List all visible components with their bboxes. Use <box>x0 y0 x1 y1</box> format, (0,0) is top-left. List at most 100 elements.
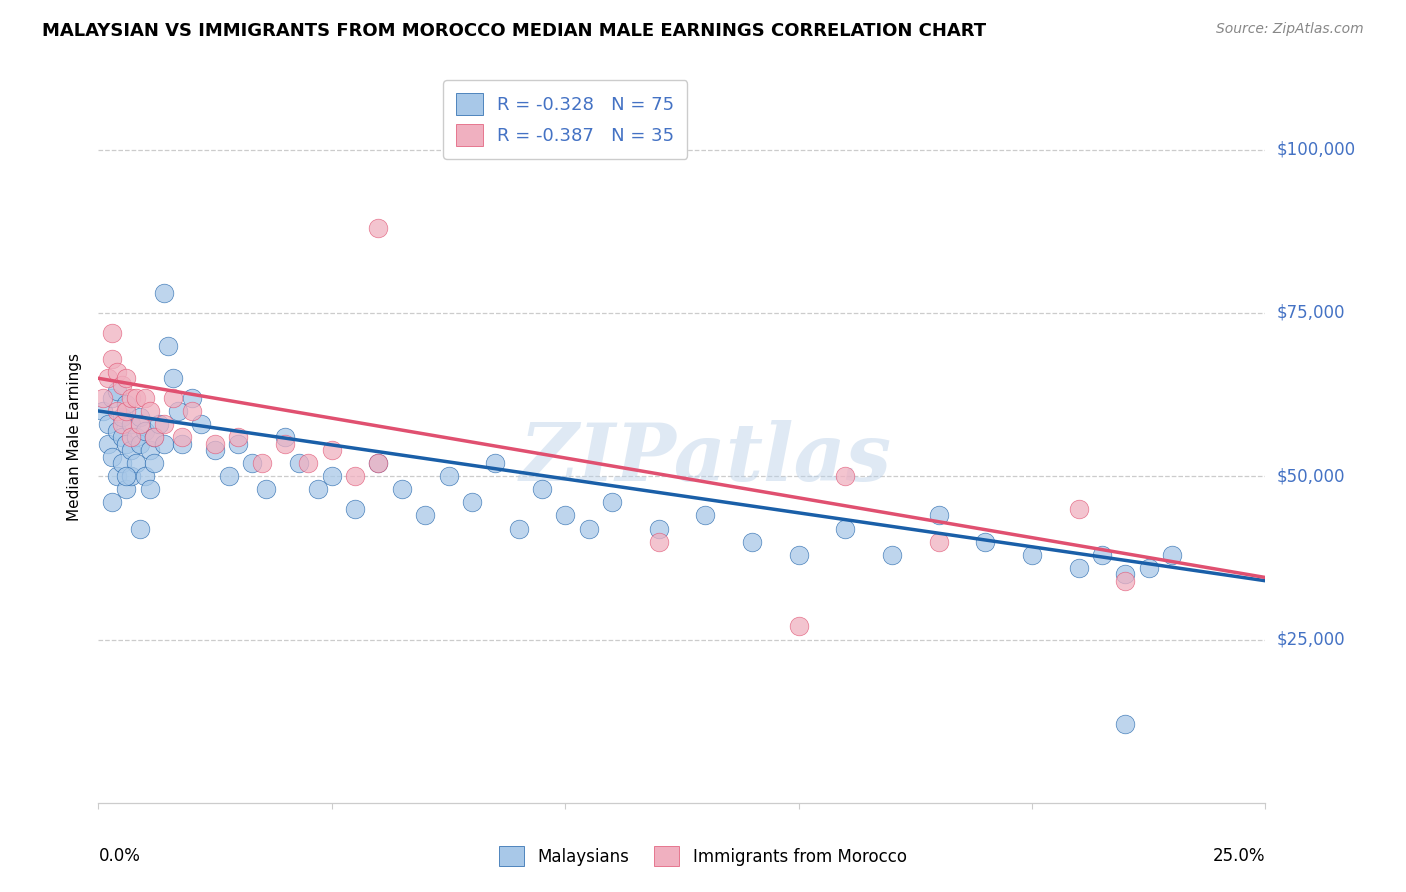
Point <box>91 391 114 405</box>
Point <box>1091 548 1114 562</box>
Point <box>101 326 124 340</box>
Point <box>91 404 114 418</box>
Point <box>97 371 120 385</box>
Text: 25.0%: 25.0% <box>1213 847 1265 864</box>
Point <box>695 508 717 523</box>
Point <box>242 456 264 470</box>
Point <box>111 377 134 392</box>
Point <box>111 410 134 425</box>
Point <box>834 521 856 535</box>
Point <box>787 619 810 633</box>
Point <box>101 450 124 464</box>
Point <box>129 417 152 431</box>
Point <box>97 436 120 450</box>
Point <box>321 469 343 483</box>
Point <box>274 436 297 450</box>
Text: MALAYSIAN VS IMMIGRANTS FROM MOROCCO MEDIAN MALE EARNINGS CORRELATION CHART: MALAYSIAN VS IMMIGRANTS FROM MOROCCO MED… <box>42 22 986 40</box>
Point <box>554 508 576 523</box>
Point <box>105 365 128 379</box>
Point <box>172 430 194 444</box>
Point <box>321 443 343 458</box>
Legend: R = -0.328   N = 75, R = -0.387   N = 35: R = -0.328 N = 75, R = -0.387 N = 35 <box>443 80 688 159</box>
Point <box>125 456 148 470</box>
Point <box>1067 502 1090 516</box>
Point <box>256 483 278 497</box>
Point <box>115 483 138 497</box>
Point <box>437 469 460 483</box>
Legend: Malaysians, Immigrants from Morocco: Malaysians, Immigrants from Morocco <box>491 838 915 875</box>
Point <box>190 417 212 431</box>
Point <box>274 430 297 444</box>
Point <box>250 456 273 470</box>
Point <box>129 410 152 425</box>
Point <box>391 483 413 497</box>
Point <box>115 371 138 385</box>
Point <box>105 424 128 438</box>
Point <box>787 548 810 562</box>
Point <box>367 456 389 470</box>
Point <box>1137 560 1160 574</box>
Point <box>166 404 188 418</box>
Text: $75,000: $75,000 <box>1277 304 1346 322</box>
Point <box>120 417 142 431</box>
Point <box>111 456 134 470</box>
Point <box>367 456 389 470</box>
Point <box>115 436 138 450</box>
Point <box>180 404 202 418</box>
Point <box>162 371 184 385</box>
Point <box>228 430 250 444</box>
Point <box>508 521 530 535</box>
Point <box>115 397 138 411</box>
Point <box>134 424 156 438</box>
Point <box>1114 717 1136 731</box>
Point <box>115 404 138 418</box>
Point <box>101 495 124 509</box>
Point <box>134 469 156 483</box>
Point <box>484 456 506 470</box>
Point <box>143 456 166 470</box>
Point <box>307 483 329 497</box>
Point <box>152 417 174 431</box>
Point <box>928 534 950 549</box>
Point <box>120 469 142 483</box>
Point <box>111 430 134 444</box>
Point <box>204 436 226 450</box>
Point <box>1114 567 1136 582</box>
Point <box>1021 548 1043 562</box>
Point <box>1067 560 1090 574</box>
Point <box>139 443 162 458</box>
Text: Source: ZipAtlas.com: Source: ZipAtlas.com <box>1216 22 1364 37</box>
Point <box>120 443 142 458</box>
Point <box>974 534 997 549</box>
Point <box>880 548 903 562</box>
Point <box>129 436 152 450</box>
Point <box>172 436 194 450</box>
Point <box>413 508 436 523</box>
Point <box>111 417 134 431</box>
Point <box>157 338 180 352</box>
Point <box>129 521 152 535</box>
Point <box>741 534 763 549</box>
Point <box>152 286 174 301</box>
Point <box>647 534 669 549</box>
Point <box>928 508 950 523</box>
Point <box>367 221 389 235</box>
Point <box>125 391 148 405</box>
Point <box>180 391 202 405</box>
Point <box>120 391 142 405</box>
Point <box>105 469 128 483</box>
Text: 0.0%: 0.0% <box>98 847 141 864</box>
Point <box>105 404 128 418</box>
Point <box>297 456 319 470</box>
Text: $50,000: $50,000 <box>1277 467 1346 485</box>
Point <box>148 417 170 431</box>
Point <box>143 430 166 444</box>
Y-axis label: Median Male Earnings: Median Male Earnings <box>67 353 83 521</box>
Point <box>162 391 184 405</box>
Point <box>218 469 240 483</box>
Text: $25,000: $25,000 <box>1277 631 1346 648</box>
Point <box>834 469 856 483</box>
Point <box>530 483 553 497</box>
Point <box>344 469 367 483</box>
Point <box>461 495 484 509</box>
